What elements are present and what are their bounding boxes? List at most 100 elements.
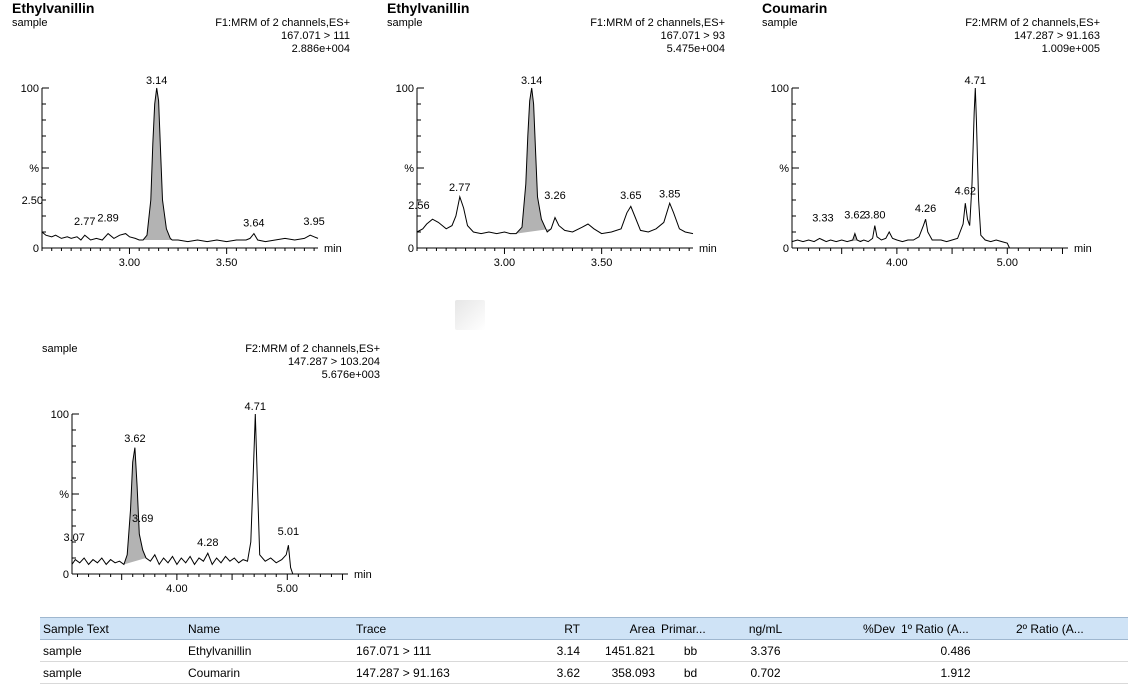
panel-header-function: F1:MRM of 2 channels,ES+ [215,17,350,29]
peak-label: 3.26 [544,190,565,202]
peak-label: 3.07 [63,532,84,544]
cell-ng-ml: 3.376 [723,639,808,662]
peak-label: 3.80 [864,209,885,221]
panel-header-function: F1:MRM of 2 channels,ES+ [590,17,725,29]
y-tick-label: 0 [33,243,39,255]
panel-header-intensity: 2.886e+004 [291,43,350,55]
peak-label: 2.50 [22,195,43,207]
y-tick-label: 0 [63,569,69,581]
panel-header-intensity: 5.475e+004 [666,43,725,55]
panel-sample-label: sample [12,17,48,29]
peak-area [139,88,173,240]
table-row[interactable]: sample Ethylvanillin 167.071 > 111 3.14 … [40,639,1128,662]
y-tick-label: 0 [783,243,789,255]
x-axis-unit: min [699,243,717,255]
cell-ratio-1: 0.486 [898,639,1013,662]
cell-area: 1451.821 [583,639,658,662]
chromatogram-chart: 100% 0 4.00 5.00 min 3.07 3.62 3.69 4.28 4.71 5.01 [51,401,372,595]
peak-label: 3.62 [844,209,865,221]
y-axis-label: % [59,489,69,501]
cell-ratio-2 [1013,639,1128,662]
cell-name: Ethylvanillin [185,639,353,662]
panel-header-intensity: 5.676e+003 [321,369,380,381]
table-header-row: Sample Text Name Trace RT Area Primar...… [40,617,1128,640]
y-tick-label: 100 [21,83,39,95]
trace-line [71,413,348,575]
y-tick-label: 100 [396,83,414,95]
watermark-shape [455,300,485,330]
column-header-sample-text[interactable]: Sample Text [40,617,185,640]
panel-header-transition: 167.071 > 93 [660,30,725,42]
panel-title: Coumarin [762,0,828,16]
chromatogram-panel-4: sample F2:MRM of 2 channels,ES+ 147.287 … [30,326,390,606]
x-tick-label: 3.50 [591,257,612,269]
column-header-rt[interactable]: RT [523,617,583,640]
x-axis-unit: min [354,569,372,581]
cell-dev [808,639,898,662]
chromatogram-panel-2: Ethylvanillin sample F1:MRM of 2 channel… [375,0,735,280]
cell-sample-text: sample [40,639,185,662]
cell-sample-text: sample [40,661,185,684]
peak-label: 2.77 [74,216,95,228]
cell-primary: bd [658,661,723,684]
peak-label: 5.01 [278,526,299,538]
cell-name: Coumarin [185,661,353,684]
cell-trace: 167.071 > 111 [353,639,523,662]
peak-label: 2.77 [449,182,470,194]
panel-header-transition: 147.287 > 103.204 [287,356,380,368]
peak-label: 3.33 [812,213,833,225]
peak-label: 4.28 [197,537,218,549]
column-header-dev[interactable]: %Dev [808,617,898,640]
panel-header-intensity: 1.009e+005 [1041,43,1100,55]
table-row[interactable]: sample Coumarin 147.287 > 91.163 3.62 35… [40,661,1128,684]
x-tick-label: 3.50 [216,257,237,269]
peak-area [847,233,864,242]
column-header-trace[interactable]: Trace [353,617,523,640]
trace-line [416,87,694,235]
cell-area: 358.093 [583,661,658,684]
chromatogram-chart: 100% 0 3.00 3.50 min 2.50 2.77 2.89 3.14 3.64 3.95 [21,75,342,269]
y-tick-label: 100 [771,83,789,95]
x-tick-label: 5.00 [997,257,1018,269]
panel-header-transition: 147.287 > 91.163 [1014,30,1100,42]
trace-line [41,87,319,243]
peak-label: 4.71 [965,75,986,87]
column-header-ratio-2[interactable]: 2º Ratio (A... [1013,617,1128,640]
column-header-ratio-1[interactable]: 1º Ratio (A... [898,617,1013,640]
peak-label: 2.89 [97,213,118,225]
column-header-primary[interactable]: Primar... [658,617,723,640]
panel-title: Ethylvanillin [12,0,95,16]
x-tick-label: 4.00 [166,583,187,595]
column-header-ng-ml[interactable]: ng/mL [723,617,808,640]
cell-rt: 3.14 [523,639,583,662]
x-tick-label: 5.00 [277,583,298,595]
panel-header-transition: 167.071 > 111 [280,30,350,42]
y-axis-label: % [404,163,414,175]
x-tick-label: 4.00 [886,257,907,269]
peak-label: 3.85 [659,189,680,201]
peak-label: 4.26 [915,203,936,215]
peak-label: 4.71 [245,401,266,413]
column-header-name[interactable]: Name [185,617,353,640]
results-table: Sample Text Name Trace RT Area Primar...… [40,617,1128,684]
y-axis-label: % [779,163,789,175]
peak-label: 3.14 [521,75,542,87]
peak-label: 3.14 [146,75,167,87]
x-axis-unit: min [324,243,342,255]
panel-header-function: F2:MRM of 2 channels,ES+ [245,343,380,355]
panel-title: Ethylvanillin [387,0,470,16]
peak-label: 3.64 [243,217,264,229]
y-tick-label: 0 [408,243,414,255]
cell-primary: bb [658,639,723,662]
peak-label: 3.69 [132,513,153,525]
cell-ratio-1: 1.912 [898,661,1013,684]
cell-trace: 147.287 > 91.163 [353,661,523,684]
panel-sample-label: sample [762,17,798,29]
y-axis-label: % [29,163,39,175]
cell-rt: 3.62 [523,661,583,684]
peak-label: 3.65 [620,190,641,202]
cell-ng-ml: 0.702 [723,661,808,684]
x-tick-label: 3.00 [494,257,515,269]
panel-sample-label: sample [387,17,423,29]
column-header-area[interactable]: Area [583,617,658,640]
